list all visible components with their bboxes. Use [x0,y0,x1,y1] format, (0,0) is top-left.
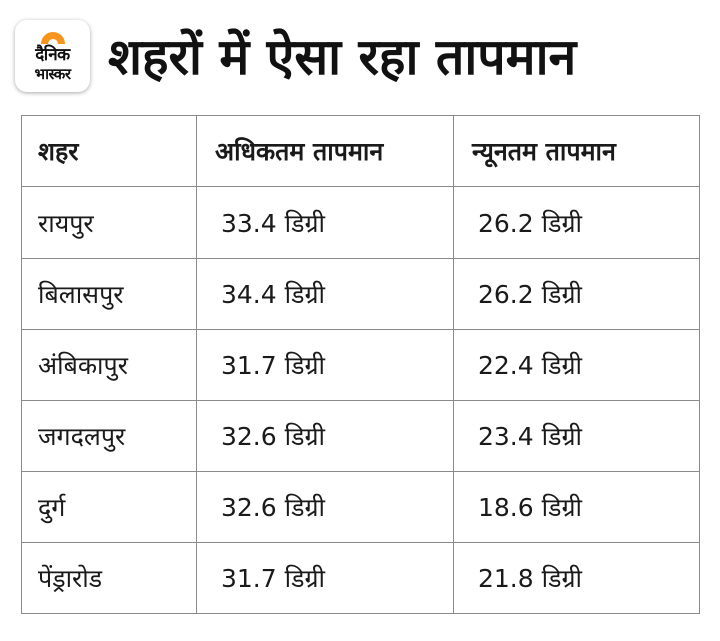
sun-shape [41,32,65,44]
max-temp-cell: 32.6 डिग्री [196,471,454,543]
sun-icon [41,32,65,44]
table-row: जगदलपुर 32.6 डिग्री 23.4 डिग्री [21,400,700,472]
dainik-bhaskar-logo[interactable]: दैनिक भास्कर [15,20,90,92]
min-temp-cell: 26.2 डिग्री [453,258,700,330]
temperature-table: शहर अधिकतम तापमान न्यूनतम तापमान रायपुर … [21,115,700,614]
min-temp-cell: 18.6 डिग्री [453,471,700,543]
max-temp-cell: 31.7 डिग्री [196,542,454,614]
table-row: अंबिकापुर 31.7 डिग्री 22.4 डिग्री [21,329,700,401]
table-row: रायपुर 33.4 डिग्री 26.2 डिग्री [21,186,700,259]
min-temp-cell: 22.4 डिग्री [453,329,700,401]
city-cell: बिलासपुर [21,258,197,330]
city-cell: रायपुर [21,186,197,259]
column-header-min-temp: न्यूनतम तापमान [453,115,700,187]
sun-inner [48,39,58,44]
column-header-city: शहर [21,115,197,187]
logo-text-line1: दैनिक [35,45,70,65]
header: दैनिक भास्कर शहरों में ऐसा रहा तापमान [0,0,720,110]
city-cell: जगदलपुर [21,400,197,472]
min-temp-cell: 26.2 डिग्री [453,186,700,259]
table-row: दुर्ग 32.6 डिग्री 18.6 डिग्री [21,471,700,543]
city-cell: दुर्ग [21,471,197,543]
min-temp-cell: 23.4 डिग्री [453,400,700,472]
max-temp-cell: 32.6 डिग्री [196,400,454,472]
column-header-max-temp: अधिकतम तापमान [196,115,454,187]
max-temp-cell: 33.4 डिग्री [196,186,454,259]
table-row: बिलासपुर 34.4 डिग्री 26.2 डिग्री [21,258,700,330]
max-temp-cell: 34.4 डिग्री [196,258,454,330]
min-temp-cell: 21.8 डिग्री [453,542,700,614]
logo-text-line2: भास्कर [34,65,71,83]
table-row: पेंड्रारोड 31.7 डिग्री 21.8 डिग्री [21,542,700,614]
table-header-row: शहर अधिकतम तापमान न्यूनतम तापमान [21,115,700,187]
city-cell: अंबिकापुर [21,329,197,401]
city-cell: पेंड्रारोड [21,542,197,614]
max-temp-cell: 31.7 डिग्री [196,329,454,401]
page-title: शहरों में ऐसा रहा तापमान [108,28,577,86]
